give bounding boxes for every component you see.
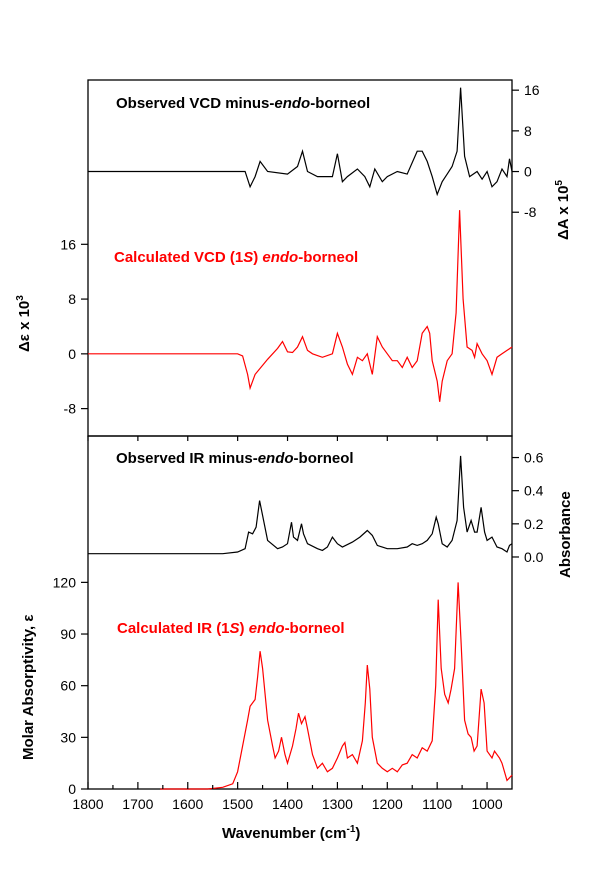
y-left-tick-label: 120 (53, 574, 77, 590)
y-left-tick-label: 30 (60, 729, 76, 745)
y-right-tick-label: 0.2 (524, 516, 544, 532)
x-tick-label: 1700 (122, 796, 153, 812)
x-tick-label: 1400 (272, 796, 303, 812)
x-axis-title-main: Wavenumber (cm (222, 825, 346, 842)
y-axis-title-ir-left: Molar Absorptivity, ε (20, 615, 37, 760)
label-calculated-vcd-pre: Calculated VCD (1 (114, 249, 243, 266)
y-axis-title-vcd-left: Δε x 103 (15, 295, 33, 352)
label-observed-vcd-post: -borneol (310, 95, 370, 112)
x-tick-label: 1300 (322, 796, 353, 812)
series-observed-vcd-line (88, 87, 513, 197)
plot-frames (87, 79, 513, 790)
label-observed-ir-post: -borneol (294, 450, 354, 467)
label-observed-ir-ital: endo (258, 450, 294, 467)
series-calculated-vcd-line (88, 210, 513, 402)
y-axis-title-ir-right: Absorbance (557, 491, 574, 578)
y-left-tick-label: 0 (68, 346, 76, 362)
y-left-tick-label: 90 (60, 626, 76, 642)
series-calculated-ir-line (160, 582, 513, 790)
y-right-tick-label: 0.0 (524, 549, 544, 565)
x-tick-label: 1600 (172, 796, 203, 812)
y-right-tick-label: -8 (524, 204, 537, 220)
y-axis-title-vcd-right-main: ΔA x 10 (555, 186, 572, 240)
y-axis-title-ir-left-main: Molar Absorptivity, ε (20, 615, 37, 760)
series-observed-ir-line (88, 455, 513, 555)
y-right-tick-label: 0.4 (524, 483, 544, 499)
x-axis-title-sup: -1 (346, 824, 355, 835)
label-observed-vcd: Observed VCD minus-endo-borneol (116, 95, 370, 112)
label-calculated-ir: Calculated IR (1S) endo-borneol (117, 620, 345, 637)
y-left-tick-label: 60 (60, 678, 76, 694)
x-tick-label: 1500 (222, 796, 253, 812)
y-right-tick-label: 0.6 (524, 450, 544, 466)
y-right-tick-label: 8 (524, 123, 532, 139)
y-axis-title-vcd-left-main: Δε x 10 (16, 301, 33, 352)
y-axis-title-vcd-right-sup: 5 (554, 180, 565, 186)
y-left-tick-label: 16 (60, 236, 76, 252)
label-calculated-vcd-post2: -borneol (298, 249, 358, 266)
tick-layer: 1800 1700 1600 1500 1400 1300 1200 1100 10001680… (53, 82, 544, 812)
label-calculated-ir-post2: -borneol (285, 620, 345, 637)
y-right-tick-label: 16 (524, 82, 540, 98)
y-left-tick-label: 8 (68, 291, 76, 307)
x-axis-title: Wavenumber (cm-1) (222, 824, 360, 842)
x-tick-label: 1100 (422, 796, 452, 812)
label-calculated-ir-post: ) (240, 620, 249, 637)
label-calculated-ir-ital2: endo (249, 620, 285, 637)
label-calculated-vcd-ital: S (243, 249, 253, 266)
label-calculated-vcd-ital2: endo (262, 249, 298, 266)
y-axis-title-vcd-left-sup: 3 (15, 295, 26, 301)
label-observed-vcd-pre: Observed VCD minus- (116, 95, 274, 112)
y-left-tick-label: 0 (68, 781, 76, 797)
label-observed-ir: Observed IR minus-endo-borneol (116, 450, 354, 467)
label-calculated-vcd: Calculated VCD (1S) endo-borneol (114, 249, 358, 266)
label-calculated-vcd-post: ) (253, 249, 262, 266)
label-calculated-ir-pre: Calculated IR (1 (117, 620, 230, 637)
label-observed-ir-pre: Observed IR minus- (116, 450, 258, 467)
label-observed-vcd-ital: endo (274, 95, 310, 112)
y-axis-title-ir-right-main: Absorbance (557, 491, 574, 578)
y-right-tick-label: 0 (524, 164, 532, 180)
x-tick-label: 1800 (72, 796, 103, 812)
y-axis-title-vcd-right: ΔA x 105 (554, 180, 572, 240)
y-left-tick-label: -8 (64, 401, 77, 417)
x-tick-label: 1200 (372, 796, 403, 812)
x-tick-label: 1000 (471, 796, 502, 812)
x-axis-title-tail: ) (355, 825, 360, 842)
label-calculated-ir-ital: S (230, 620, 240, 637)
ir-panel-frame (87, 435, 513, 790)
series-layer (88, 87, 513, 790)
